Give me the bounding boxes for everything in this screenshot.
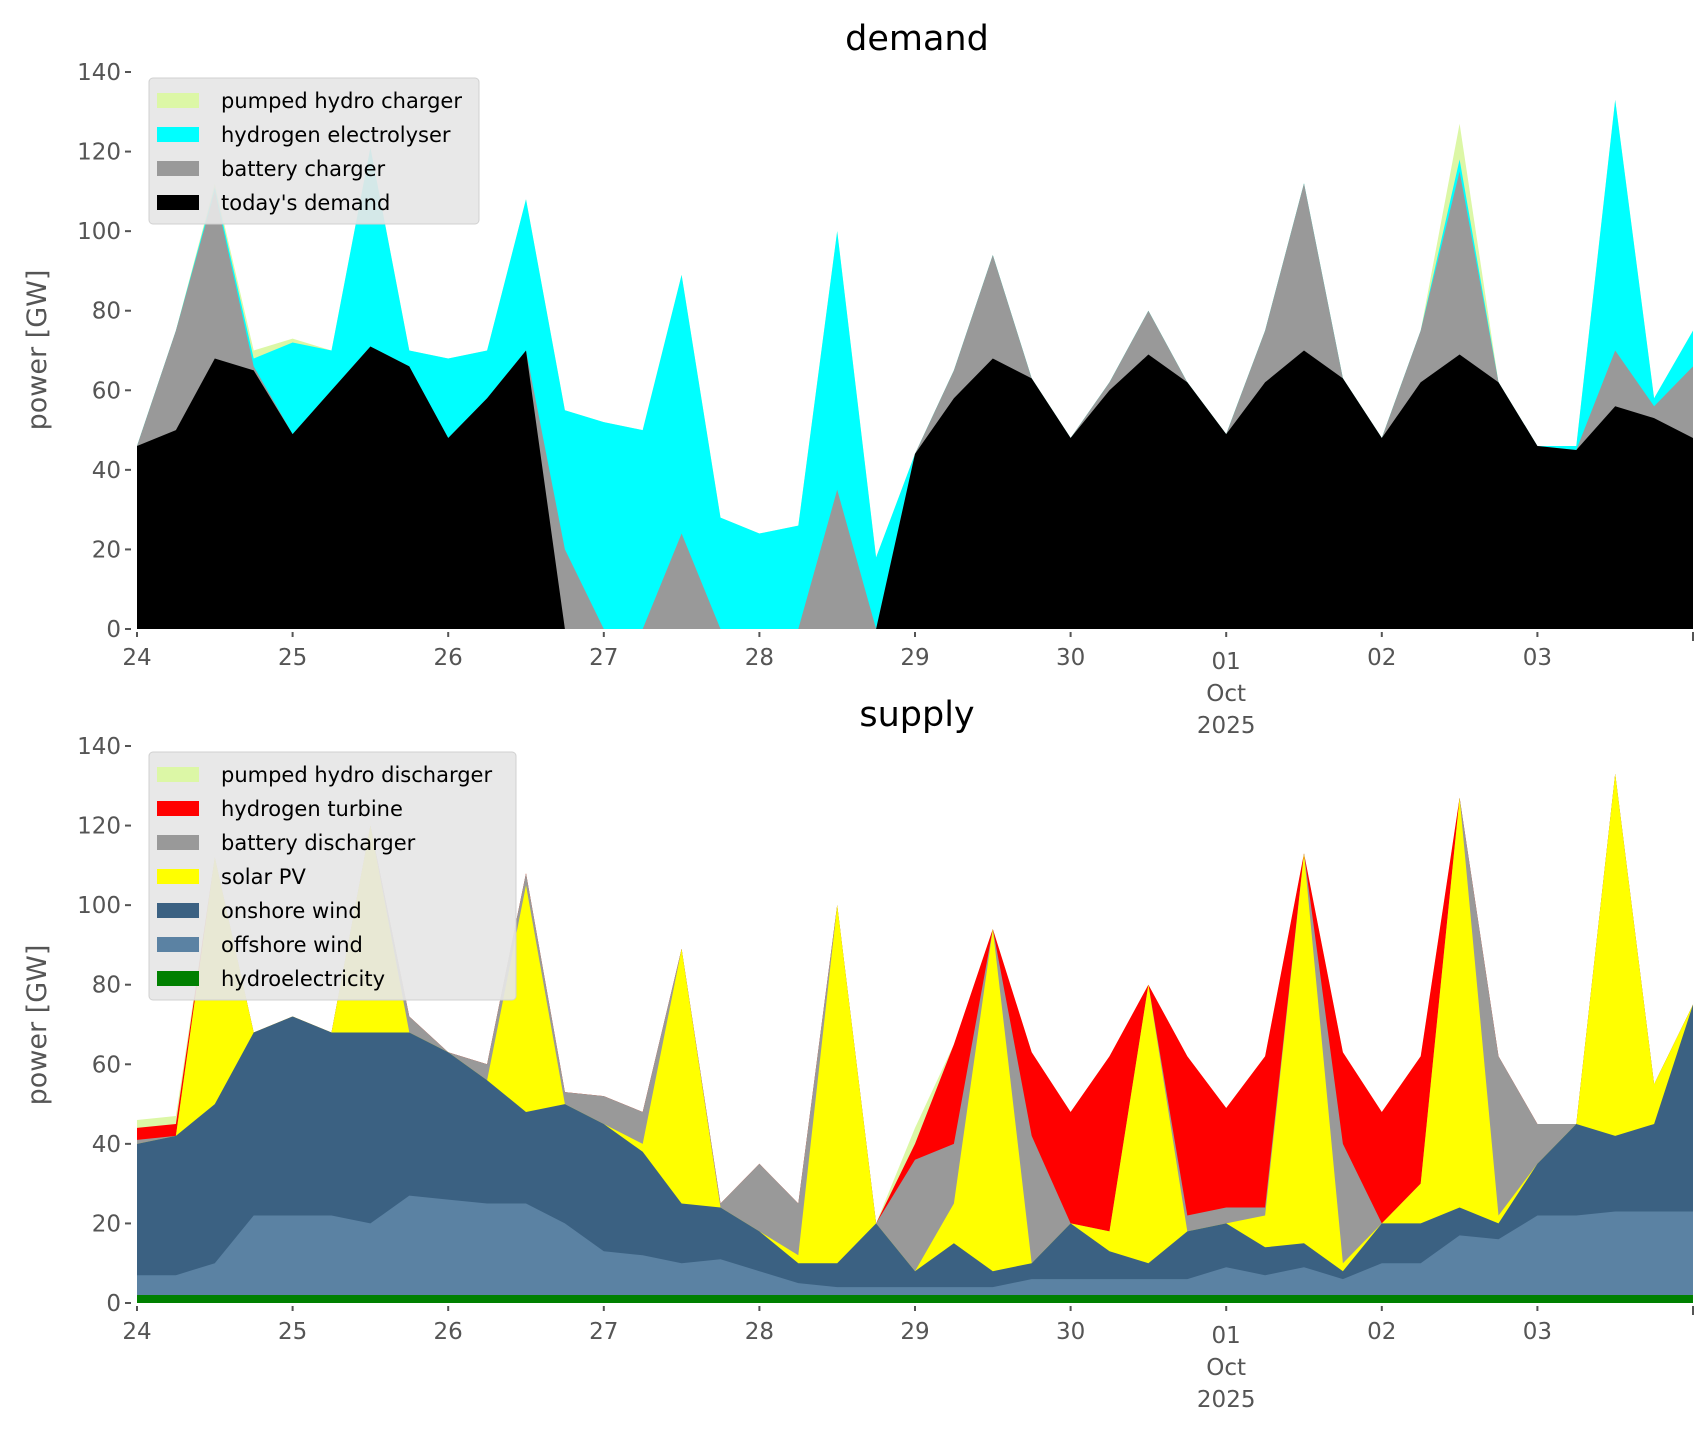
y-tick-label: 60: [92, 378, 121, 404]
x-tick-label: 30: [1056, 645, 1085, 671]
x-tick-label: 03: [1523, 1319, 1552, 1345]
legend-label: today's demand: [221, 191, 390, 215]
y-tick-label: 120: [77, 140, 121, 166]
x-tick-label: 27: [589, 645, 618, 671]
x-tick-label: 02: [1367, 645, 1396, 671]
legend-label: hydrogen electrolyser: [221, 123, 451, 147]
chart-title: demand: [845, 19, 989, 59]
chart-title: supply: [859, 695, 974, 735]
x-tick-sublabel: Oct: [1206, 681, 1246, 707]
x-tick-label: 26: [434, 1319, 463, 1345]
x-tick-sublabel: 2025: [1197, 1387, 1256, 1413]
legend-swatch: [157, 937, 199, 952]
area-offshore-wind: [137, 1195, 1693, 1303]
x-tick-sublabel: Oct: [1206, 1355, 1246, 1381]
legend: pumped hydro discharger hydrogen turbine b…: [148, 751, 517, 1001]
legend-swatch: [157, 801, 199, 816]
legend-swatch: [157, 161, 199, 176]
area-today-s-demand: [137, 346, 1693, 629]
legend-swatch: [157, 971, 199, 986]
x-tick-label: 30: [1056, 1319, 1085, 1345]
legend-label: pumped hydro discharger: [221, 763, 492, 787]
x-tick-label: 01: [1212, 649, 1241, 675]
y-tick-label: 100: [77, 893, 121, 919]
x-tick-label: 03: [1523, 645, 1552, 671]
x-tick-label: 26: [434, 645, 463, 671]
x-tick-label: 29: [900, 1319, 929, 1345]
y-tick-label: 140: [77, 60, 121, 86]
x-tick-label: 24: [122, 1319, 151, 1345]
legend-label: battery discharger: [221, 831, 416, 855]
y-axis-label: power [GW]: [22, 270, 53, 431]
legend-label: hydrogen turbine: [221, 797, 403, 821]
y-tick-label: 40: [92, 1132, 121, 1158]
y-tick-label: 100: [77, 219, 121, 245]
legend-label: pumped hydro charger: [221, 89, 462, 113]
x-tick-label: 02: [1367, 1319, 1396, 1345]
legend-swatch: [157, 127, 199, 142]
y-tick-label: 80: [92, 973, 121, 999]
x-tick-label: 25: [278, 1319, 307, 1345]
legend-swatch: [157, 903, 199, 918]
area-layers: [137, 99, 1693, 629]
x-tick-label: 01: [1212, 1323, 1241, 1349]
y-axis-label: power [GW]: [22, 945, 53, 1106]
y-tick-label: 80: [92, 299, 121, 325]
area-layers: [137, 773, 1693, 1303]
legend-box: [148, 77, 480, 225]
x-tick-label: 25: [278, 645, 307, 671]
legend-label: offshore wind: [221, 933, 363, 957]
legend-swatch: [157, 835, 199, 850]
y-tick-label: 20: [92, 537, 121, 563]
legend-label: onshore wind: [221, 899, 362, 923]
legend-swatch: [157, 93, 199, 108]
legend-label: hydroelectricity: [221, 967, 385, 991]
legend-swatch: [157, 869, 199, 884]
y-tick-label: 120: [77, 814, 121, 840]
legend-label: solar PV: [221, 865, 306, 889]
x-tick-label: 28: [745, 645, 774, 671]
area-hydroelectricity: [137, 1295, 1693, 1303]
x-tick-sublabel: 2025: [1197, 713, 1256, 739]
y-tick-label: 20: [92, 1211, 121, 1237]
legend-swatch: [157, 767, 199, 782]
y-tick-label: 60: [92, 1052, 121, 1078]
x-tick-label: 29: [900, 645, 929, 671]
y-tick-label: 140: [77, 734, 121, 760]
x-tick-label: 28: [745, 1319, 774, 1345]
legend-box: [148, 751, 517, 1001]
x-tick-label: 27: [589, 1319, 618, 1345]
legend-swatch: [157, 195, 199, 210]
y-tick-label: 0: [106, 617, 121, 643]
legend: pumped hydro charger hydrogen electrolyse…: [148, 77, 480, 225]
y-tick-label: 40: [92, 458, 121, 484]
legend-label: battery charger: [221, 157, 386, 181]
x-tick-label: 24: [122, 645, 151, 671]
y-tick-label: 0: [106, 1291, 121, 1317]
